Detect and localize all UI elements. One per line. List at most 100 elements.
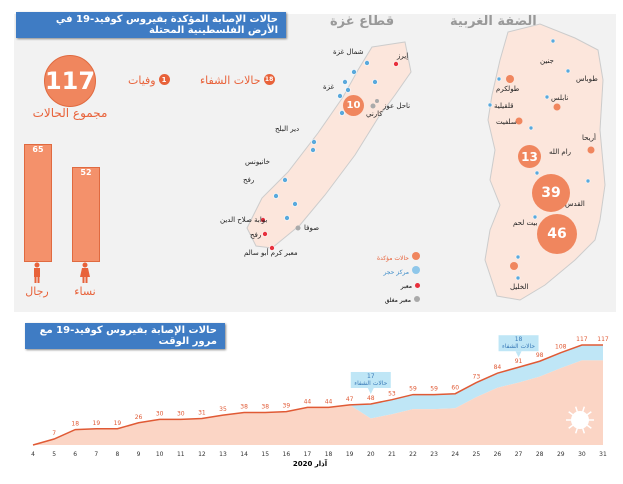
- annotation-pointer: [515, 351, 522, 358]
- legend-closed: معبر مغلق: [384, 297, 411, 304]
- deaths-count: 1: [158, 74, 170, 85]
- map-label: طولكرم: [496, 85, 520, 93]
- title-text: حالات الإصابة المؤكدة بفيروس كوفيد-19 في…: [55, 14, 278, 36]
- point-label: 30: [156, 410, 164, 417]
- crossing-dots: [260, 61, 399, 251]
- x-tick-label: 29: [557, 451, 565, 458]
- annotation-box: [350, 371, 391, 388]
- point-label: 19: [93, 420, 101, 427]
- active-area: [33, 360, 603, 445]
- x-tick-label: 14: [240, 451, 248, 458]
- annotation-text: حالات الشفاء: [354, 380, 387, 387]
- women-label: نساء: [74, 285, 96, 298]
- point-label: 35: [219, 406, 227, 413]
- point-label: 18: [71, 421, 79, 428]
- point-label: 53: [388, 391, 396, 398]
- x-tick-label: 4: [31, 451, 35, 458]
- confirmed-small: [506, 75, 595, 270]
- man-icon: [34, 262, 40, 283]
- x-tick-label: 15: [261, 451, 269, 458]
- point-label: 44: [304, 398, 312, 405]
- x-tick-label: 22: [409, 451, 417, 458]
- point-label: 26: [135, 414, 143, 421]
- timeline-chart: 4 5 7 6 18 7 19 8 19 9 26 10 30 11 30 12 31 13 35 14 38 15 38 1…: [31, 335, 609, 458]
- x-tick-label: 25: [473, 451, 481, 458]
- x-tick-label: 12: [198, 451, 206, 458]
- woman-icon: [80, 262, 90, 283]
- map-label: دير البلح: [275, 125, 300, 133]
- map-label: بوابة صلاح الدين: [220, 216, 268, 224]
- bar-men-value: 65: [32, 145, 44, 154]
- point-label: 108: [555, 344, 567, 351]
- x-tick-label: 11: [177, 451, 185, 458]
- x-tick-label: 28: [536, 451, 544, 458]
- confirmed-legend-icon: [412, 252, 420, 260]
- closed-crossing-dots: [295, 99, 379, 231]
- map-label: رفح: [243, 176, 255, 184]
- westbank-title: الضفة الغربية: [450, 14, 537, 29]
- total-line: [32, 344, 603, 446]
- crossing-legend-icon: [415, 283, 420, 288]
- gaza-cases-bubble: 10: [343, 95, 364, 116]
- x-tick-label: 5: [52, 451, 56, 458]
- annotation-count: 17: [367, 373, 375, 380]
- x-tick-label: 6: [73, 451, 77, 458]
- annotation-box: [498, 335, 539, 352]
- point-label: 91: [515, 358, 523, 365]
- timeline-title-text: حالات الإصابة بفيروس كوفيد-19 مع مرور ال…: [39, 325, 217, 347]
- map-label: شمال غزة: [333, 48, 364, 56]
- point-label: 47: [346, 396, 354, 403]
- x-tick-label: 16: [283, 451, 291, 458]
- jerusalem-bubble: 39: [532, 174, 570, 212]
- map-label: بيت لحم: [513, 219, 538, 227]
- deaths-label: وفيات: [128, 74, 156, 87]
- map-label: أريحا: [582, 134, 596, 142]
- point-label: 48: [367, 395, 375, 402]
- map-label: جنين: [540, 57, 554, 65]
- point-label: 30: [177, 410, 185, 417]
- annotation-count: 18: [515, 336, 523, 343]
- point-label: 31: [198, 410, 206, 417]
- map-label: القدس: [565, 200, 585, 208]
- legend-confirmed: حالات مؤكدة: [377, 255, 409, 262]
- x-tick-label: 26: [494, 451, 502, 458]
- point-label: 44: [325, 398, 333, 405]
- gaza-title: قطاع غزة: [330, 14, 395, 29]
- gaza-strip-map: [246, 41, 412, 249]
- point-label: 98: [536, 352, 544, 359]
- map-label: طوباس: [576, 75, 598, 83]
- page-title: حالات الإصابة المؤكدة بفيروس كوفيد-19 في…: [16, 12, 286, 38]
- x-tick-label: 7: [94, 451, 98, 458]
- point-label: 117: [576, 336, 588, 343]
- legend-quarantine: مركز حجر: [383, 269, 410, 276]
- x-tick-label: 9: [137, 451, 141, 458]
- deaths-stat: 1 وفيات: [128, 74, 170, 87]
- map-label: رفح: [250, 231, 262, 239]
- quarantine-dots: [273, 38, 591, 281]
- point-label: 59: [430, 386, 438, 393]
- point-label: 73: [473, 374, 481, 381]
- x-tick-label: 8: [116, 451, 120, 458]
- x-tick-label: 23: [430, 451, 438, 458]
- x-axis-label: آذار 2020: [292, 460, 328, 468]
- bar-men: 65: [24, 144, 52, 262]
- annotation-pointer: [367, 387, 374, 394]
- point-label: 19: [114, 420, 122, 427]
- map-label: نابلس: [551, 94, 569, 102]
- total-cases-circle: 117: [44, 55, 96, 107]
- annotation-text: حالات الشفاء: [502, 343, 535, 350]
- point-label: 60: [451, 385, 459, 392]
- point-label: 38: [240, 404, 248, 411]
- timeline-title: حالات الإصابة بفيروس كوفيد-19 مع مرور ال…: [25, 323, 225, 349]
- map-label: سلفيت: [496, 118, 517, 126]
- point-label: 59: [409, 386, 417, 393]
- point-label: 39: [283, 403, 291, 410]
- westbank-map: [484, 23, 606, 301]
- x-tick-label: 20: [367, 451, 375, 458]
- virus-icon: [566, 406, 594, 434]
- x-tick-label: 17: [304, 451, 312, 458]
- x-tick-label: 24: [451, 451, 459, 458]
- map-label: قلقيلية: [494, 102, 514, 110]
- recovered-label: حالات الشفاء: [200, 74, 261, 87]
- x-tick-label: 27: [515, 451, 523, 458]
